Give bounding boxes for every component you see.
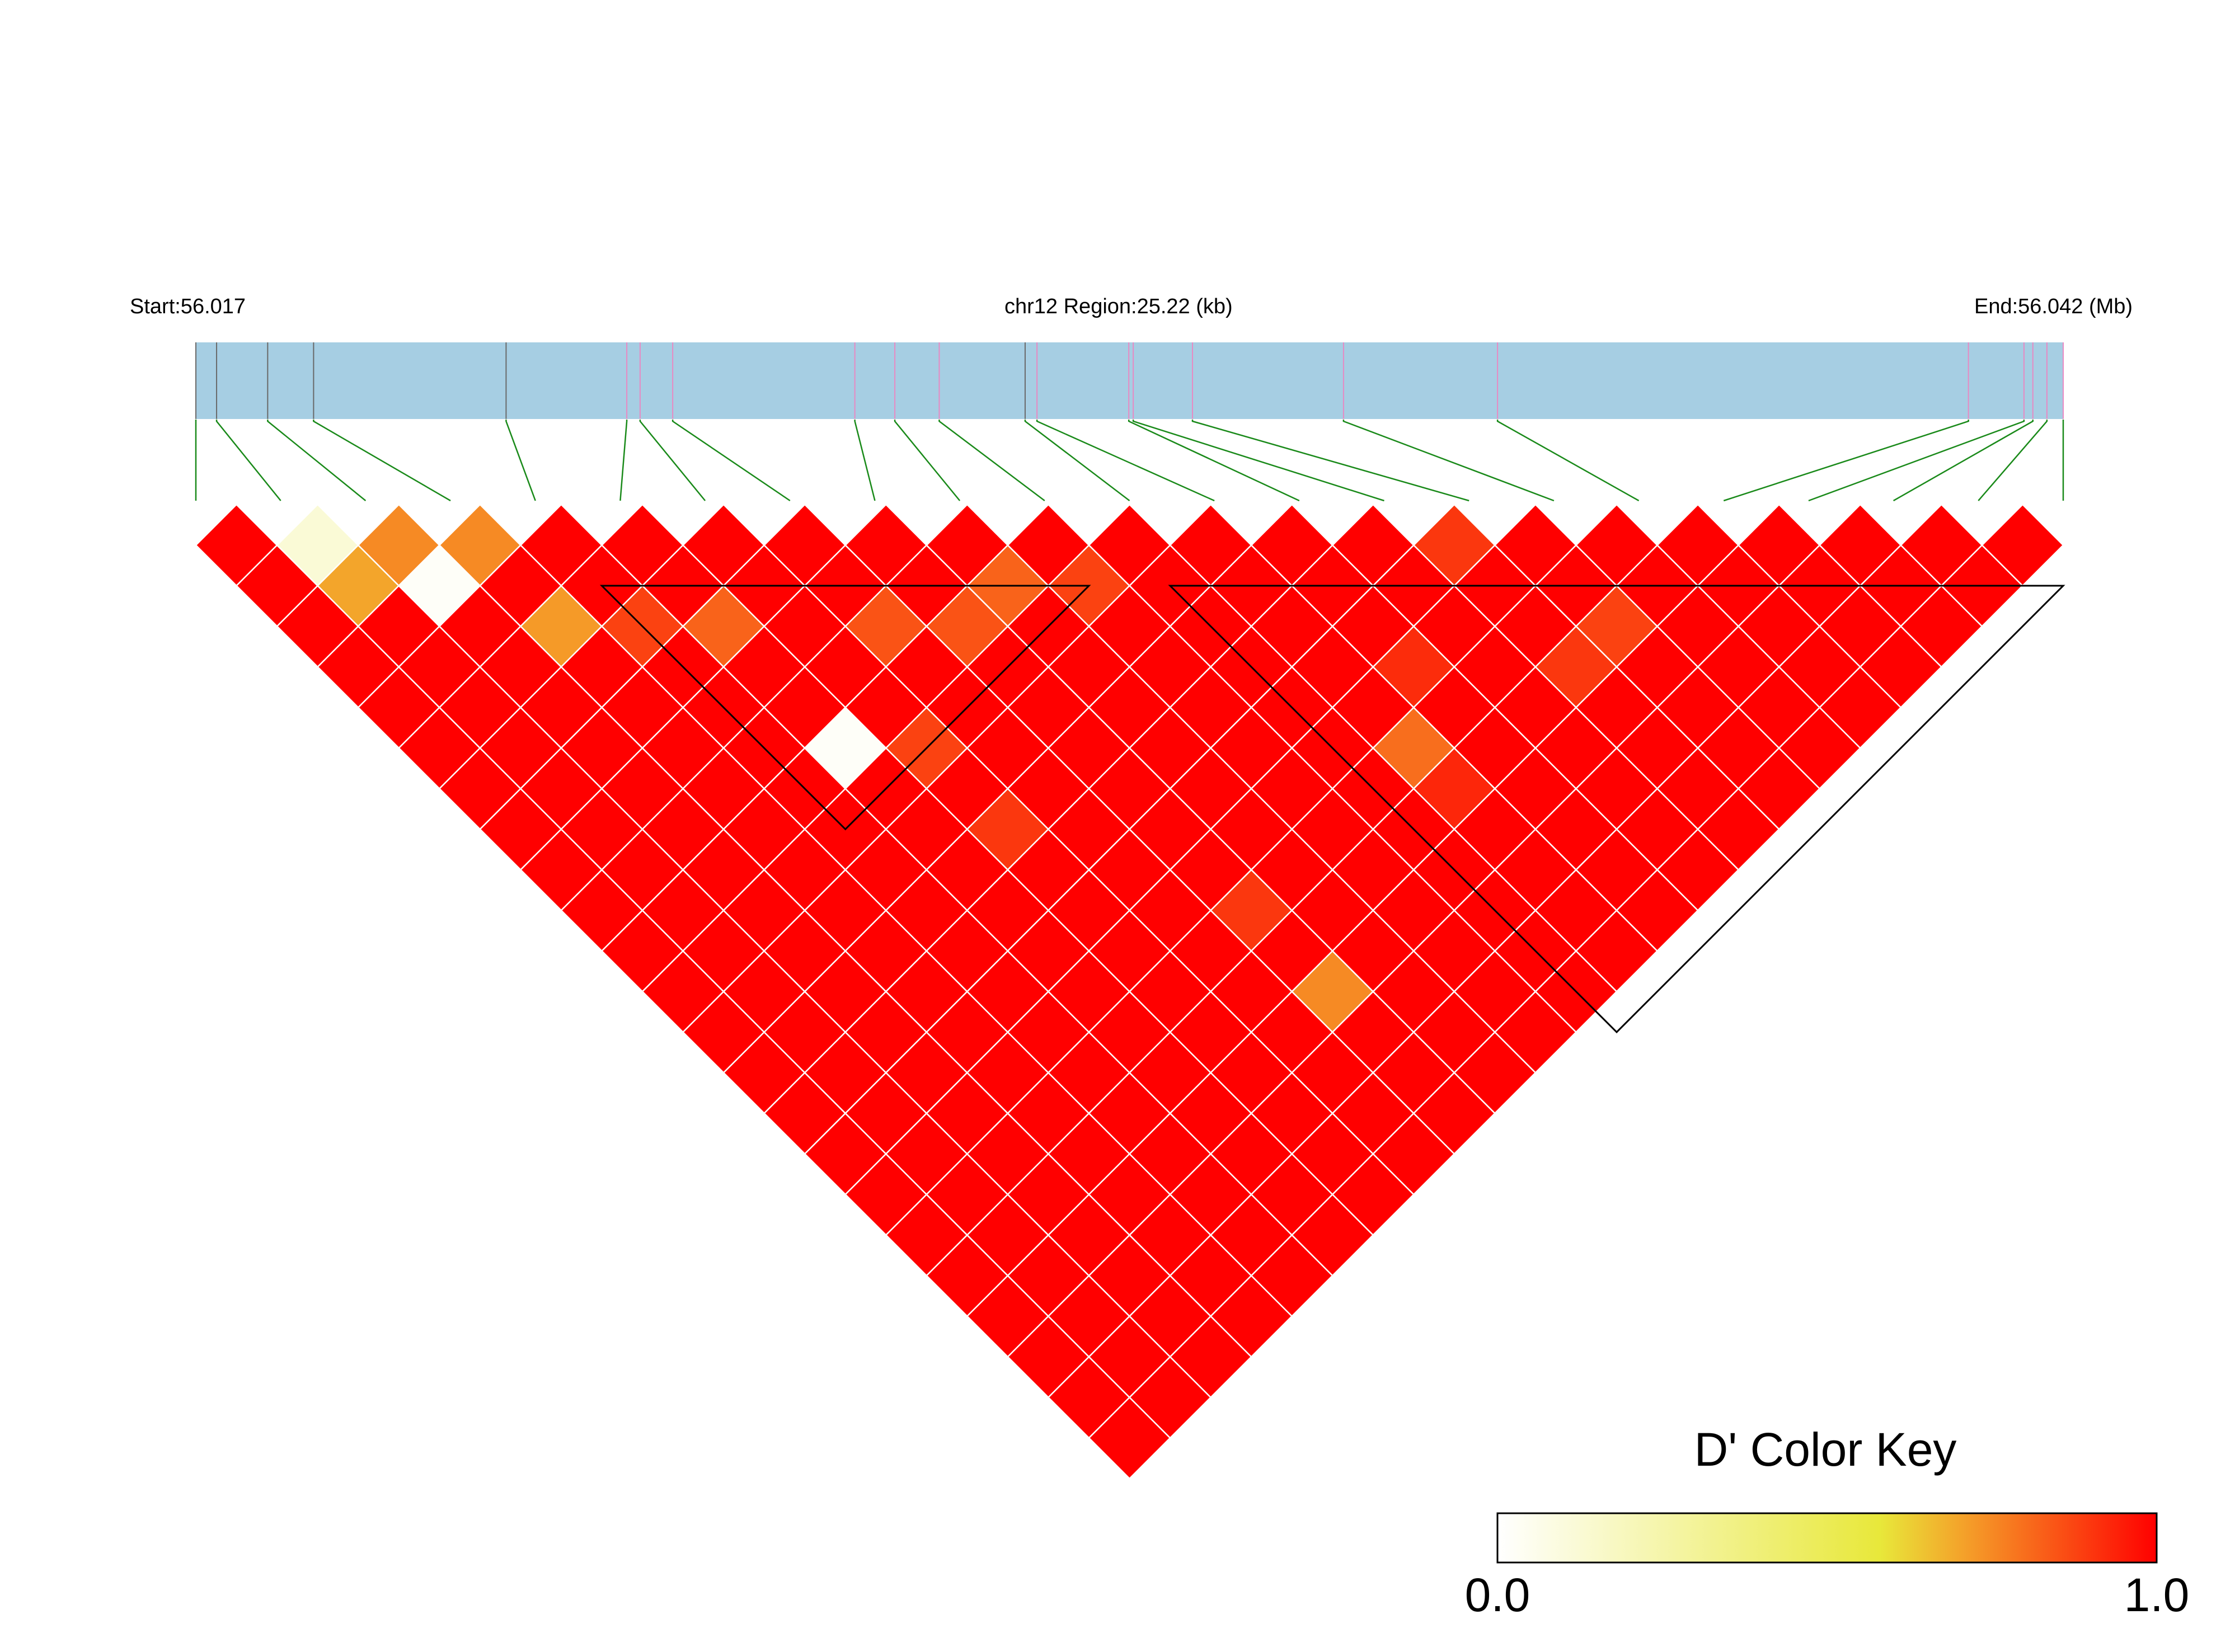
snp-connector — [1808, 420, 2025, 502]
snp-connector — [1893, 420, 2034, 502]
snp-connector — [619, 420, 628, 501]
ld-cells — [195, 503, 2064, 1480]
snp-connector — [854, 420, 876, 501]
chromosome-track — [196, 342, 2063, 419]
snp-connector-lines — [195, 420, 2064, 502]
snp-connector — [1723, 420, 1969, 502]
end-label: End:56.042 (Mb) — [1974, 295, 2133, 318]
color-key-min-label: 0.0 — [1465, 1569, 1530, 1621]
snp-connector — [1978, 420, 2048, 501]
color-key-bar — [1496, 1512, 2158, 1564]
snp-connector — [313, 420, 451, 502]
snp-connector — [639, 420, 706, 501]
snp-connector — [938, 420, 1045, 501]
color-key-title: D' Color Key — [1694, 1423, 1957, 1476]
snp-connector — [1191, 420, 1469, 502]
snp-position-ticks — [195, 342, 2064, 419]
haplotype-block-outlines — [599, 585, 2065, 1034]
snp-connector — [1024, 420, 1130, 501]
start-label: Start:56.017 — [130, 295, 246, 318]
snp-connector — [215, 420, 281, 501]
color-key-max-label: 1.0 — [2124, 1569, 2190, 1621]
snp-connector — [1342, 420, 1555, 502]
haplotype-block-outline — [599, 585, 1091, 831]
snp-connector — [505, 420, 536, 501]
snp-connector — [672, 420, 791, 502]
haplotype-block-outline — [1168, 585, 2065, 1034]
snp-connector — [1128, 420, 1300, 502]
snp-connector — [1036, 420, 1215, 502]
snp-connector — [1132, 420, 1384, 502]
snp-connector — [267, 420, 367, 501]
region-label: chr12 Region:25.22 (kb) — [1004, 295, 1233, 318]
snp-connector — [1496, 420, 1640, 502]
snp-connector — [894, 420, 961, 501]
